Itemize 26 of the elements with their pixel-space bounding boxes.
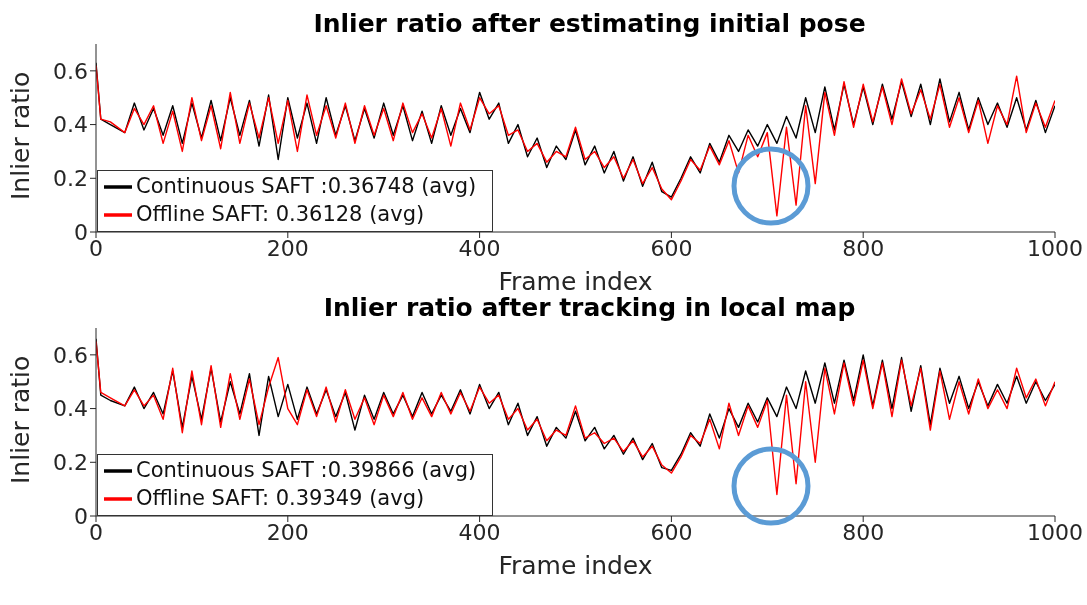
legend-label: Continuous SAFT :0.36748 (avg) <box>136 174 477 198</box>
x-tick-label: 400 <box>458 519 501 545</box>
y-axis-title: Inlier ratio <box>5 71 35 200</box>
legend-label: Offline SAFT: 0.36128 (avg) <box>136 202 425 226</box>
legend-label: Continuous SAFT :0.39866 (avg) <box>136 458 477 482</box>
y-axis-title: Inlier ratio <box>5 355 35 484</box>
legend-label: Offline SAFT: 0.39349 (avg) <box>136 486 425 510</box>
x-tick-label: 400 <box>458 235 501 261</box>
x-tick-label: 1000 <box>1027 519 1083 545</box>
x-tick-label: 200 <box>266 235 309 261</box>
y-tick-label: 0.2 <box>53 166 88 192</box>
y-tick-label: 0.6 <box>53 58 88 84</box>
y-tick-label: 0.4 <box>53 112 88 138</box>
x-axis-title: Frame index <box>498 551 653 580</box>
x-tick-label: 800 <box>842 519 885 545</box>
x-tick-label: 200 <box>266 519 309 545</box>
y-tick-label: 0.4 <box>53 396 88 422</box>
y-tick-label: 0 <box>74 503 88 529</box>
x-tick-label: 1000 <box>1027 235 1083 261</box>
y-tick-label: 0 <box>74 219 88 245</box>
y-tick-label: 0.6 <box>53 342 88 368</box>
chart-title: Inlier ratio after estimating initial pose <box>312 8 867 40</box>
x-tick-label: 600 <box>650 235 693 261</box>
x-tick-label: 600 <box>650 519 693 545</box>
y-tick-label: 0.2 <box>53 450 88 476</box>
x-tick-label: 800 <box>842 235 885 261</box>
